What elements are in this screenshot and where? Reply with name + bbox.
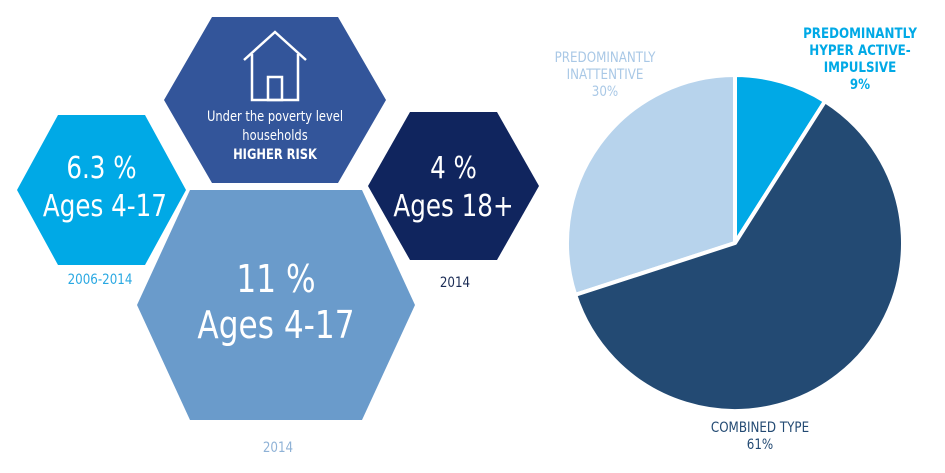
inattentive-line1: PREDOMINANTLY xyxy=(554,50,656,66)
inattentive-value: 30% xyxy=(591,84,619,100)
hyperactive-line1: PREDOMINANTLY xyxy=(803,26,917,42)
poverty-risk: HIGHER RISK xyxy=(233,147,317,163)
inattentive-line2: INATTENTIVE xyxy=(566,67,644,83)
adults-2014-text: 4 % Ages 18+ xyxy=(380,150,527,226)
year-2006-2014: 2006-2014 xyxy=(67,272,133,288)
children-2014-value: 11 % xyxy=(236,257,316,301)
adults-2014-value: 4 % xyxy=(430,151,477,186)
poverty-line2: households xyxy=(242,128,308,144)
hyperactive-line3: IMPULSIVE xyxy=(823,60,897,76)
pie-slice-predominantly-inattentive xyxy=(565,73,737,297)
pie-slice-combined-type xyxy=(573,99,905,413)
children-2006-value: 6.3 % xyxy=(66,151,137,186)
children-2006-ages: Ages 4-17 xyxy=(42,189,167,224)
hyperactive-line2: HYPER ACTIVE- xyxy=(809,43,911,59)
poverty-text: Under the poverty level households HIGHE… xyxy=(190,108,360,165)
children-2014-ages: Ages 4-17 xyxy=(197,303,355,347)
year-2014-children: 2014 xyxy=(262,440,294,456)
hex-adults-2014 xyxy=(368,112,539,260)
poverty-line1: Under the poverty level xyxy=(206,109,344,125)
children-2006-text: 6.3 % Ages 4-17 xyxy=(30,150,173,226)
year-2014-adults: 2014 xyxy=(439,275,471,291)
combined-value: 61% xyxy=(746,437,774,453)
hex-children-2006 xyxy=(17,115,186,265)
pie-label-inattentive: PREDOMINANTLY INATTENTIVE 30% xyxy=(541,50,669,101)
children-2014-text: 11 % Ages 4-17 xyxy=(170,256,382,348)
house-icon xyxy=(243,30,307,102)
pie-label-combined: COMBINED TYPE 61% xyxy=(692,420,828,454)
hyperactive-value: 9% xyxy=(849,77,871,93)
adults-2014-ages: Ages 18+ xyxy=(393,189,514,224)
pie-label-hyperactive: PREDOMINANTLY HYPER ACTIVE- IMPULSIVE 9% xyxy=(792,26,928,94)
hex-children-2014 xyxy=(137,190,415,420)
combined-line1: COMBINED TYPE xyxy=(710,420,810,436)
